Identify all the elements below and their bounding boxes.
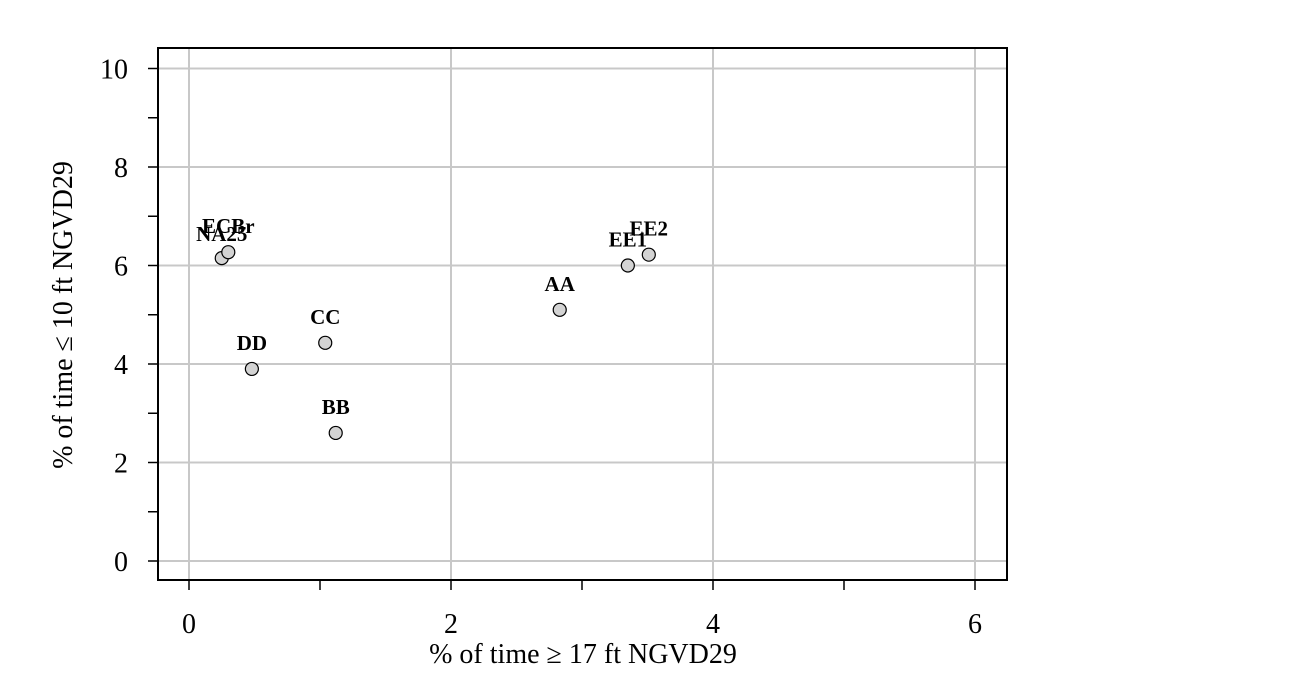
- x-tick-label: 4: [706, 609, 720, 640]
- y-axis-title: % of time ≤ 10 ft NGVD29: [48, 161, 79, 469]
- data-point-dd: [244, 361, 259, 377]
- y-tick-labels: 0 2 4 6 8 10: [100, 55, 128, 579]
- data-label-cc: CC: [310, 305, 340, 329]
- data-point-aa: [552, 302, 567, 317]
- data-label-bb: BB: [322, 395, 350, 419]
- y-tick-label: 4: [114, 350, 128, 381]
- y-tick-label: 2: [114, 449, 128, 480]
- x-axis-title: % of time ≥ 17 ft NGVD29: [429, 639, 737, 670]
- y-tick-label: 6: [114, 252, 128, 283]
- x-tick-label: 6: [968, 609, 982, 640]
- data-label-dd: DD: [237, 331, 267, 355]
- data-point-bb: [328, 425, 343, 441]
- data-point-ecbr: [221, 245, 236, 260]
- data-points: [214, 245, 656, 441]
- data-point-cc: [318, 335, 333, 350]
- axis-ticks: [148, 67, 976, 590]
- x-tick-label: 0: [182, 609, 196, 640]
- data-label-ecbr: ECBr: [202, 214, 255, 238]
- data-point-ee1: [620, 258, 635, 273]
- data-point-ee2: [641, 247, 656, 262]
- x-tick-labels: 0 2 4 6: [182, 609, 982, 640]
- plot-frame: [157, 47, 1008, 581]
- data-label-ee1: EE1: [609, 228, 648, 252]
- y-tick-label: 8: [114, 153, 128, 184]
- grid: [158, 48, 1007, 580]
- data-label-aa: AA: [545, 272, 576, 296]
- y-tick-label: 10: [100, 55, 128, 86]
- x-tick-label: 2: [444, 609, 458, 640]
- data-label-ee2: EE2: [630, 217, 669, 241]
- data-label-na25: NA25: [196, 222, 247, 246]
- y-tick-label: 0: [114, 547, 128, 578]
